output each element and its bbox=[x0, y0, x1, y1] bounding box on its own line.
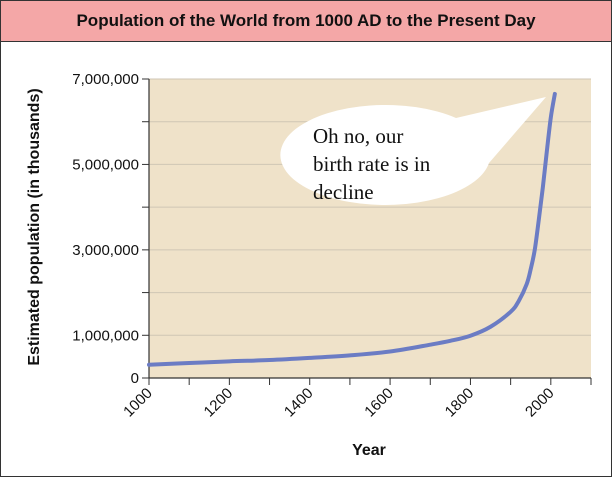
y-tick-label: 0 bbox=[131, 370, 139, 387]
population-curve bbox=[147, 91, 557, 367]
chart-title: Population of the World from 1000 AD to … bbox=[76, 11, 536, 30]
minor-ticks bbox=[142, 78, 592, 385]
x-tick-label: 2000 bbox=[522, 385, 558, 421]
x-tick-labels: 1000 1200 1400 1600 1800 2000 bbox=[120, 385, 557, 421]
callout-line-1: Oh no, our bbox=[313, 124, 403, 148]
chart-title-bar: Population of the World from 1000 AD to … bbox=[1, 1, 611, 42]
y-tick-label: 7,000,000 bbox=[72, 71, 139, 88]
y-tick-label: 1,000,000 bbox=[72, 327, 139, 344]
y-tick-labels: 0 1,000,000 3,000,000 5,000,000 7,000,000 bbox=[72, 71, 139, 387]
x-tick-label: 1800 bbox=[442, 385, 478, 421]
y-tick-label: 5,000,000 bbox=[72, 156, 139, 173]
x-tick-label: 1200 bbox=[201, 385, 237, 421]
axes bbox=[148, 79, 591, 379]
callout-line-2: birth rate is in bbox=[313, 152, 431, 176]
x-tick-label: 1600 bbox=[361, 385, 397, 421]
x-axis-title: Year bbox=[352, 442, 386, 459]
x-tick-label: 1000 bbox=[120, 385, 156, 421]
x-tick-label: 1400 bbox=[281, 385, 317, 421]
y-tick-label: 3,000,000 bbox=[72, 242, 139, 259]
y-axis-title: Estimated population (in thousands) bbox=[26, 88, 43, 365]
speech-bubble-callout: Oh no, our birth rate is in decline bbox=[280, 97, 546, 205]
speech-bubble bbox=[280, 97, 546, 205]
callout-line-3: decline bbox=[313, 180, 374, 204]
